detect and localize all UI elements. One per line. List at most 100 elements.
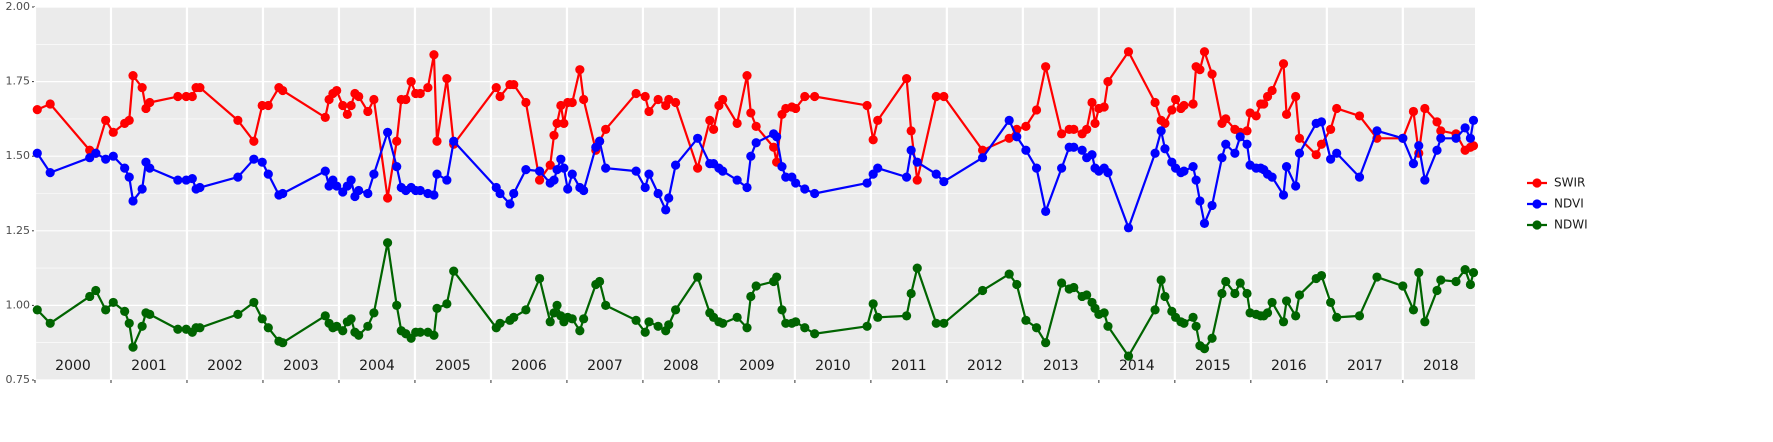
data-point [772, 272, 782, 282]
data-point [1294, 133, 1305, 143]
data-point [1217, 153, 1227, 163]
data-point [1408, 159, 1419, 169]
data-point [1099, 308, 1109, 318]
data-point [549, 130, 559, 140]
data-point [1294, 148, 1305, 158]
data-point [1179, 166, 1189, 176]
data-point [1069, 124, 1079, 134]
data-point [1230, 288, 1240, 299]
data-point [1179, 100, 1189, 111]
data-point [1316, 139, 1327, 149]
data-point [173, 175, 183, 185]
data-point [1090, 118, 1100, 128]
data-point [382, 238, 393, 248]
data-point [549, 175, 559, 185]
data-point [1195, 65, 1205, 75]
data-point [868, 299, 878, 309]
data-point [1031, 163, 1042, 173]
data-point [32, 148, 42, 158]
data-point [1332, 312, 1342, 322]
data-point [664, 193, 674, 203]
data-point [601, 124, 611, 134]
data-point [320, 166, 330, 176]
data-point [810, 329, 820, 339]
data-point [346, 175, 356, 185]
y-tick-label: 1.25 [6, 224, 31, 237]
data-point [363, 188, 373, 199]
data-point [1021, 121, 1031, 131]
data-point [363, 321, 373, 331]
data-point [1004, 115, 1014, 125]
data-point [415, 327, 425, 337]
data-point [901, 172, 912, 182]
data-point [601, 300, 611, 310]
data-point [1082, 124, 1092, 134]
data-point [1077, 145, 1087, 155]
data-point [1316, 270, 1327, 281]
data-point [732, 118, 742, 128]
data-point [392, 162, 402, 172]
data-point [939, 91, 949, 102]
data-point [1179, 318, 1189, 328]
data-point [45, 168, 55, 178]
data-point [1354, 111, 1365, 121]
legend-key-point [1532, 220, 1542, 230]
year-label: 2010 [815, 358, 851, 374]
data-point [1103, 168, 1113, 178]
data-point [449, 136, 459, 146]
data-point [534, 175, 545, 185]
data-point [423, 82, 433, 93]
data-point [1432, 145, 1442, 155]
data-point [800, 184, 810, 194]
data-point [1031, 105, 1042, 115]
data-point [338, 100, 348, 111]
data-point [338, 326, 348, 336]
data-point [1398, 133, 1408, 143]
data-point [124, 318, 134, 328]
data-point [732, 312, 742, 322]
data-point [108, 127, 118, 137]
data-point [1041, 206, 1051, 217]
data-point [1408, 305, 1419, 315]
data-point [521, 305, 531, 315]
data-point [145, 97, 155, 108]
data-point [1408, 106, 1419, 117]
data-point [977, 285, 988, 296]
data-point [552, 165, 562, 175]
data-point [1188, 312, 1198, 322]
data-point [742, 182, 752, 193]
data-point [705, 115, 715, 125]
data-point [545, 160, 555, 170]
data-point [257, 157, 267, 167]
data-point [595, 276, 605, 287]
data-point [495, 188, 505, 199]
data-point [579, 185, 589, 196]
data-point [810, 91, 820, 102]
data-point [137, 321, 147, 331]
data-point [1436, 126, 1446, 136]
year-label: 2018 [1423, 358, 1459, 374]
data-point [791, 103, 801, 114]
data-point [442, 74, 452, 84]
data-point [1420, 317, 1430, 327]
data-point [791, 178, 801, 188]
data-point [249, 154, 259, 164]
data-point [777, 162, 787, 172]
year-label: 2011 [891, 358, 927, 374]
data-point [137, 184, 147, 194]
year-label: 2007 [587, 358, 623, 374]
data-point [1156, 275, 1166, 285]
year-label: 2006 [511, 358, 547, 374]
data-point [800, 323, 810, 333]
data-point [101, 305, 111, 315]
year-label: 2002 [207, 358, 243, 374]
data-point [432, 303, 442, 313]
data-point [559, 118, 569, 128]
data-point [906, 126, 916, 136]
year-label: 2004 [359, 358, 395, 374]
data-point [32, 305, 42, 315]
data-point [862, 321, 872, 331]
data-point [263, 323, 273, 333]
data-point [1082, 290, 1092, 300]
data-point [545, 317, 555, 327]
